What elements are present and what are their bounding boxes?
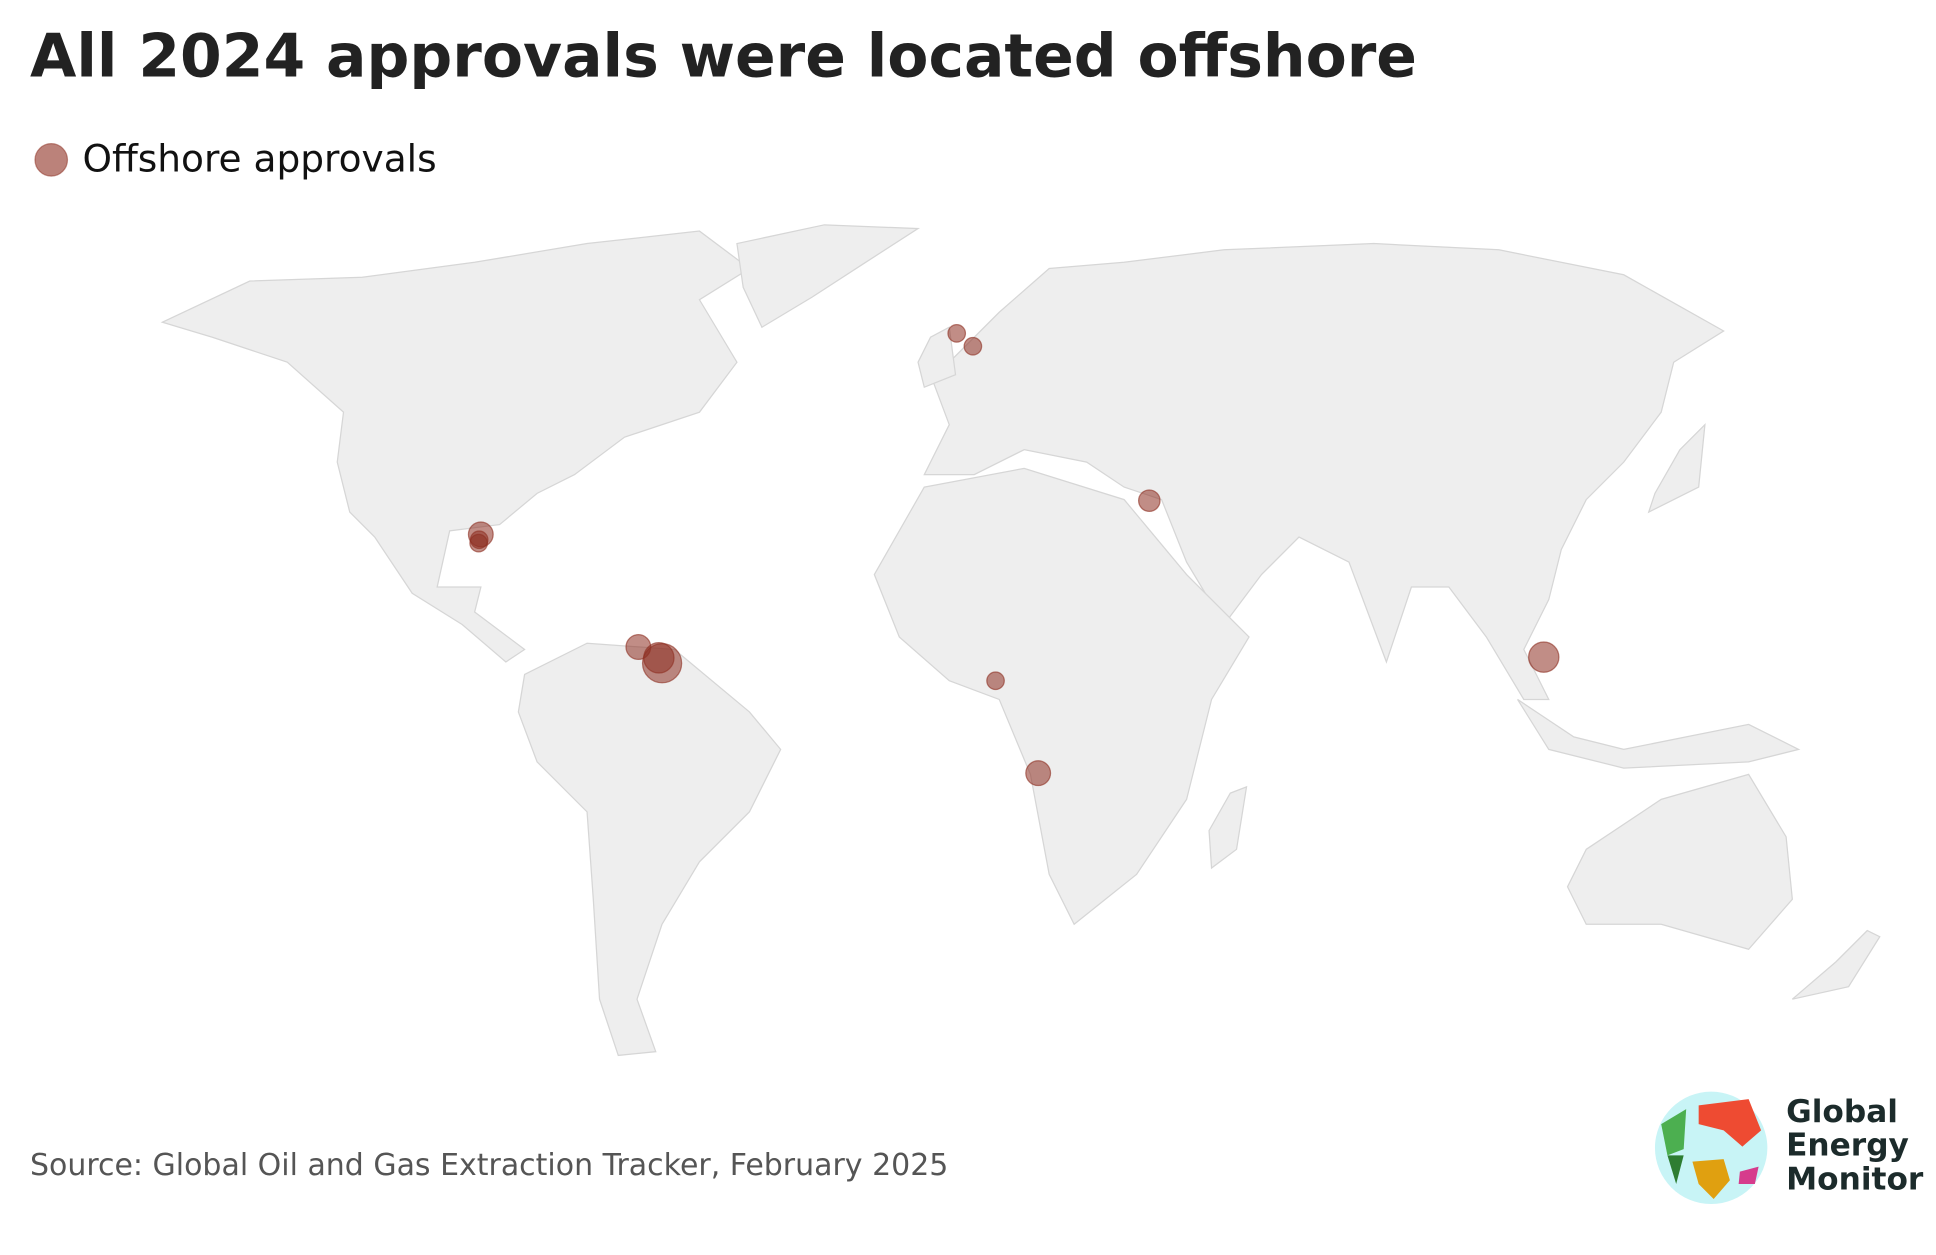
approval-bubble [643, 642, 675, 674]
approval-bubble [1527, 641, 1560, 673]
source-note: Source: Global Oil and Gas Extraction Tr… [30, 1148, 948, 1183]
africa [873, 467, 1250, 926]
logo-line: Energy [1786, 1128, 1909, 1164]
australia [1566, 773, 1793, 950]
points [467, 324, 1560, 787]
logo-line: Global [1786, 1094, 1898, 1130]
logo-shape [1698, 1099, 1762, 1147]
south-america [517, 642, 782, 1057]
logo-shape [1692, 1159, 1730, 1200]
greenland [736, 224, 921, 329]
approval-bubble [963, 336, 983, 356]
approval-bubble [1025, 760, 1052, 787]
britain [917, 326, 957, 389]
north-america [160, 230, 751, 663]
land [160, 224, 1881, 1057]
new-zealand [1791, 929, 1881, 1000]
approval-bubble [469, 530, 489, 550]
logo-line: Monitor [1786, 1161, 1924, 1197]
japan [1647, 422, 1706, 514]
eurasia [923, 242, 1725, 701]
indonesia [1517, 698, 1801, 769]
legend-marker [34, 143, 69, 177]
approval-bubble [1137, 489, 1161, 513]
logo-shape [1661, 1109, 1687, 1156]
logo-shape [1738, 1166, 1759, 1185]
madagascar [1208, 785, 1248, 870]
logo-shape [1667, 1155, 1684, 1185]
approval-bubble [947, 324, 967, 343]
title: All 2024 approvals were located offshore [30, 22, 1417, 92]
legend: Offshore approvals [34, 137, 437, 181]
approval-bubble [986, 671, 1005, 691]
legend-label: Offshore approvals [82, 137, 436, 181]
